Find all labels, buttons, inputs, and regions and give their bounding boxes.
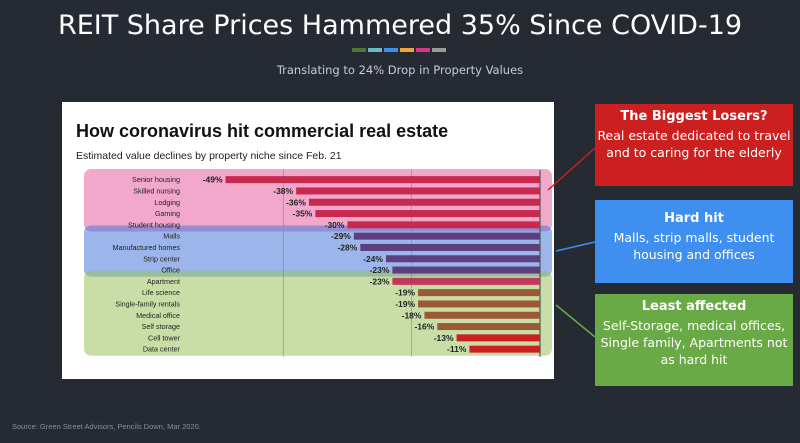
category-label: Cell tower: [148, 333, 181, 342]
data-label: -18%: [402, 310, 422, 320]
connector-green: [555, 304, 596, 338]
chart-title: How coronavirus hit commercial real esta…: [76, 121, 448, 141]
data-label: -13%: [434, 333, 454, 343]
callout-biggest-losers: The Biggest Losers? Real estate dedicate…: [595, 104, 793, 186]
source-note: Source: Green Street Advisors, Pencils D…: [12, 422, 201, 431]
callout-hard-hit-body: Malls, strip malls, student housing and …: [613, 230, 775, 262]
bar: [437, 323, 540, 331]
category-label: Gaming: [155, 209, 180, 218]
category-label: Senior housing: [132, 175, 180, 184]
category-label: Single-family rentals: [115, 299, 180, 308]
data-label: -19%: [395, 299, 415, 309]
bar: [469, 345, 540, 353]
bar: [315, 210, 540, 218]
bar: [456, 334, 540, 342]
data-label: -29%: [331, 231, 351, 241]
bar: [418, 300, 540, 308]
data-label: -23%: [370, 276, 390, 286]
bar: [418, 289, 540, 297]
bar: [392, 277, 540, 285]
connector-blue: [555, 241, 596, 252]
chart-subtitle: Estimated value declines by property nic…: [76, 150, 342, 162]
data-label: -23%: [370, 265, 390, 275]
category-label: Data center: [143, 345, 181, 354]
data-label: -49%: [203, 175, 223, 185]
category-label: Manufactured homes: [112, 243, 180, 252]
category-label: Medical office: [136, 311, 180, 320]
callout-least-affected: Least affected Self-Storage, medical off…: [595, 294, 793, 386]
category-label: Office: [161, 266, 180, 275]
callout-hard-hit-title: Hard hit: [664, 211, 724, 226]
bar: [424, 311, 540, 319]
category-label: Life science: [142, 288, 180, 297]
connector-red: [547, 147, 596, 191]
bar: [385, 255, 540, 263]
data-label: -19%: [395, 288, 415, 298]
data-label: -38%: [273, 186, 293, 196]
slide-title: REIT Share Prices Hammered 35% Since COV…: [57, 10, 743, 41]
data-label: -35%: [293, 209, 313, 219]
data-label: -24%: [363, 254, 383, 264]
accent-segment: [368, 48, 382, 52]
category-label: Lodging: [154, 198, 180, 207]
category-label: Strip center: [143, 254, 180, 263]
bar: [392, 266, 540, 274]
slide-subtitle: Translating to 24% Drop in Property Valu…: [276, 63, 524, 77]
callout-biggest-losers-body: Real estate dedicated to travel and to c…: [597, 128, 791, 160]
bar: [296, 187, 540, 195]
callout-biggest-losers-title: The Biggest Losers?: [620, 109, 768, 124]
accent-segment: [400, 48, 414, 52]
category-label: Self storage: [142, 322, 180, 331]
chart-panel: How coronavirus hit commercial real esta…: [62, 102, 554, 379]
accent-segment: [352, 48, 366, 52]
title-accent-bar: [352, 48, 446, 52]
category-label: Skilled nursing: [133, 186, 180, 195]
bar: [308, 198, 540, 206]
callout-least-affected-body: Self-Storage, medical offices, Single fa…: [600, 318, 788, 367]
accent-segment: [432, 48, 446, 52]
bar: [225, 176, 540, 184]
bar-chart: How coronavirus hit commercial real esta…: [76, 121, 552, 357]
bar: [347, 221, 540, 229]
category-label: Apartment: [147, 277, 180, 286]
data-label: -16%: [414, 322, 434, 332]
data-label: -36%: [286, 197, 306, 207]
data-label: -28%: [337, 242, 357, 252]
bar: [360, 243, 540, 251]
data-label: -11%: [447, 344, 467, 354]
accent-segment: [416, 48, 430, 52]
category-label: Student housing: [128, 220, 180, 229]
callout-least-affected-title: Least affected: [641, 299, 747, 314]
category-label: Malls: [163, 232, 180, 241]
bar: [353, 232, 540, 240]
data-label: -30%: [325, 220, 345, 230]
callout-hard-hit: Hard hit Malls, strip malls, student hou…: [595, 200, 793, 283]
accent-segment: [384, 48, 398, 52]
